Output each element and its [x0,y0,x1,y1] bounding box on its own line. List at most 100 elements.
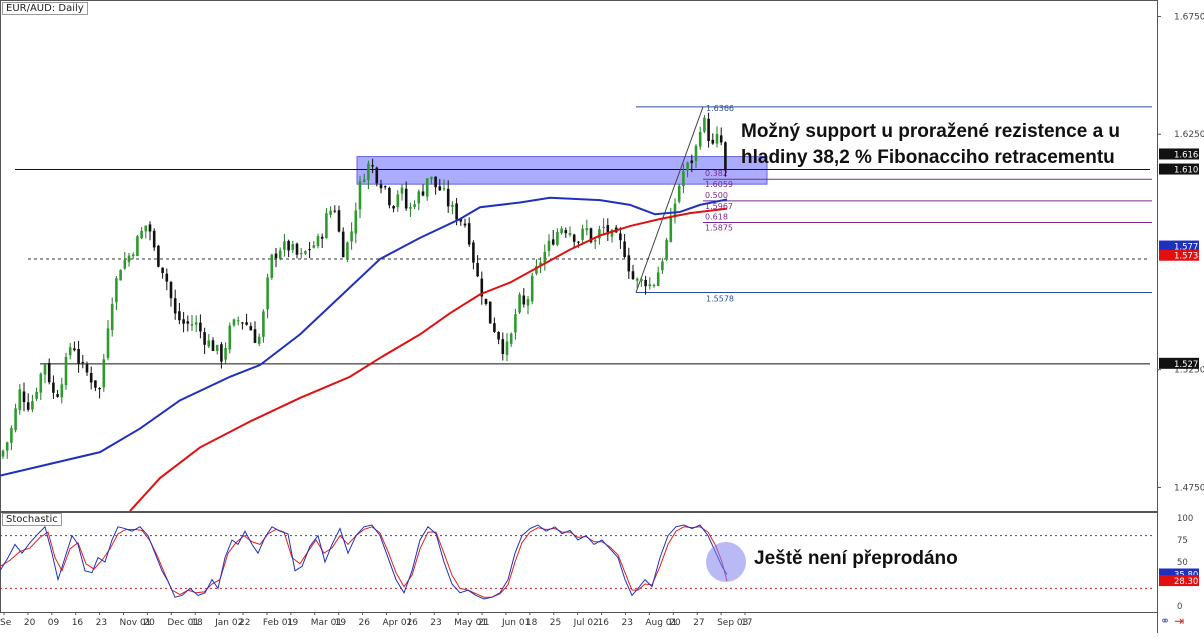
stochastic-highlight-circle [706,542,746,582]
x-tick-label: 20 [143,618,155,628]
candle-body [644,279,647,287]
candle-body [81,362,85,364]
price-label-box [1159,249,1199,261]
price-label-box [1159,357,1199,369]
x-tick-label: Mar 01 [311,618,342,628]
candle-body [157,245,160,267]
candle-body [236,320,240,322]
candle-body [316,236,320,247]
candle-body [392,206,395,209]
stochastic-tick-label: 75 [1177,536,1188,546]
x-tick-label: May 01 [454,618,487,628]
candle-body [715,133,719,144]
candle-body [199,322,202,332]
candle-body [341,231,345,258]
candle-body [98,387,101,390]
candle-body [459,219,463,222]
fib-ratio-label: 0.382 [705,169,728,178]
candle-body [661,261,664,271]
x-tick-label: 23 [96,618,107,628]
candle-body [362,179,366,183]
x-tick-label: Jun 01 [501,618,530,628]
candle-body [379,184,383,189]
candle-body [665,239,668,260]
candle-body [530,275,534,302]
candle-body [35,391,38,399]
candle-body [400,187,404,194]
candle-body [106,328,110,358]
x-tick-label: Jan 02 [214,618,243,628]
price-label-text: 1.5773 [1174,243,1204,253]
candle-body [211,340,215,351]
candle-body [690,160,694,164]
candle-body [652,284,656,287]
candle-body [127,255,131,263]
candle-body [136,236,139,257]
candle-body [89,372,93,383]
candle-body [442,188,446,190]
x-tick-label: Nov 01 [120,618,152,628]
candle-body [480,278,484,297]
candle-body [669,215,673,242]
candle-body [522,295,526,305]
candle-body [18,389,22,410]
candle-body [333,210,337,212]
x-tick-label: 18 [526,618,538,628]
candle-body [308,249,311,251]
candle-body [388,187,391,206]
resistance-zone [356,156,768,185]
candle-body [493,323,496,332]
candle-body [375,167,379,184]
candle-body [257,336,261,344]
candle-body [60,384,64,398]
candle-body [329,210,332,215]
x-tick-label: 22 [239,618,250,628]
candle-body [543,252,547,264]
candle-body [165,273,169,282]
candle-body [203,332,206,345]
candle-body [455,203,458,220]
candle-body [711,139,715,144]
candle-body [253,329,257,343]
candle-body [434,176,437,188]
arrow-icon[interactable]: ⇥ [1174,614,1185,628]
candle-body [526,298,530,306]
annotation-support: Možný support u proražené rezistence a u… [741,121,1121,168]
candle-body [220,344,223,362]
candle-body [39,373,43,393]
link-icon[interactable]: ⚭ [1160,614,1171,628]
candle-body [623,241,626,257]
corner-icons: ⚭ ⇥ [1160,614,1188,628]
candle-body [656,272,660,286]
moving-average-blue [0,196,728,477]
candle-body [476,263,479,277]
candle-body [509,333,513,344]
candle-body [589,228,593,243]
candle-body [619,233,622,241]
candle-body [581,228,584,240]
candle-body [602,226,605,228]
stochastic-label[interactable]: Stochastic [2,513,62,526]
candle-body [606,225,610,235]
candle-body [430,176,433,180]
candle-body [56,394,59,397]
price-label-box [1159,240,1199,252]
candle-body [488,301,492,324]
candle-body [346,242,349,260]
price-tick-label: 1.5250 [1174,366,1204,376]
candle-body [514,314,517,333]
candle-body [115,278,118,303]
candle-body [421,191,425,196]
x-tick-label: 19 [287,618,299,628]
candle-body [182,319,185,324]
symbol-label[interactable]: EUR/AUD: Daily [2,2,88,15]
x-tick-label: Feb 01 [263,618,293,628]
candle-body [186,321,190,324]
candle-body [564,230,568,234]
candle-body [724,142,727,170]
x-tick-label: 23 [430,618,441,628]
main-pane-frame [0,0,1158,512]
candle-body [556,231,559,245]
